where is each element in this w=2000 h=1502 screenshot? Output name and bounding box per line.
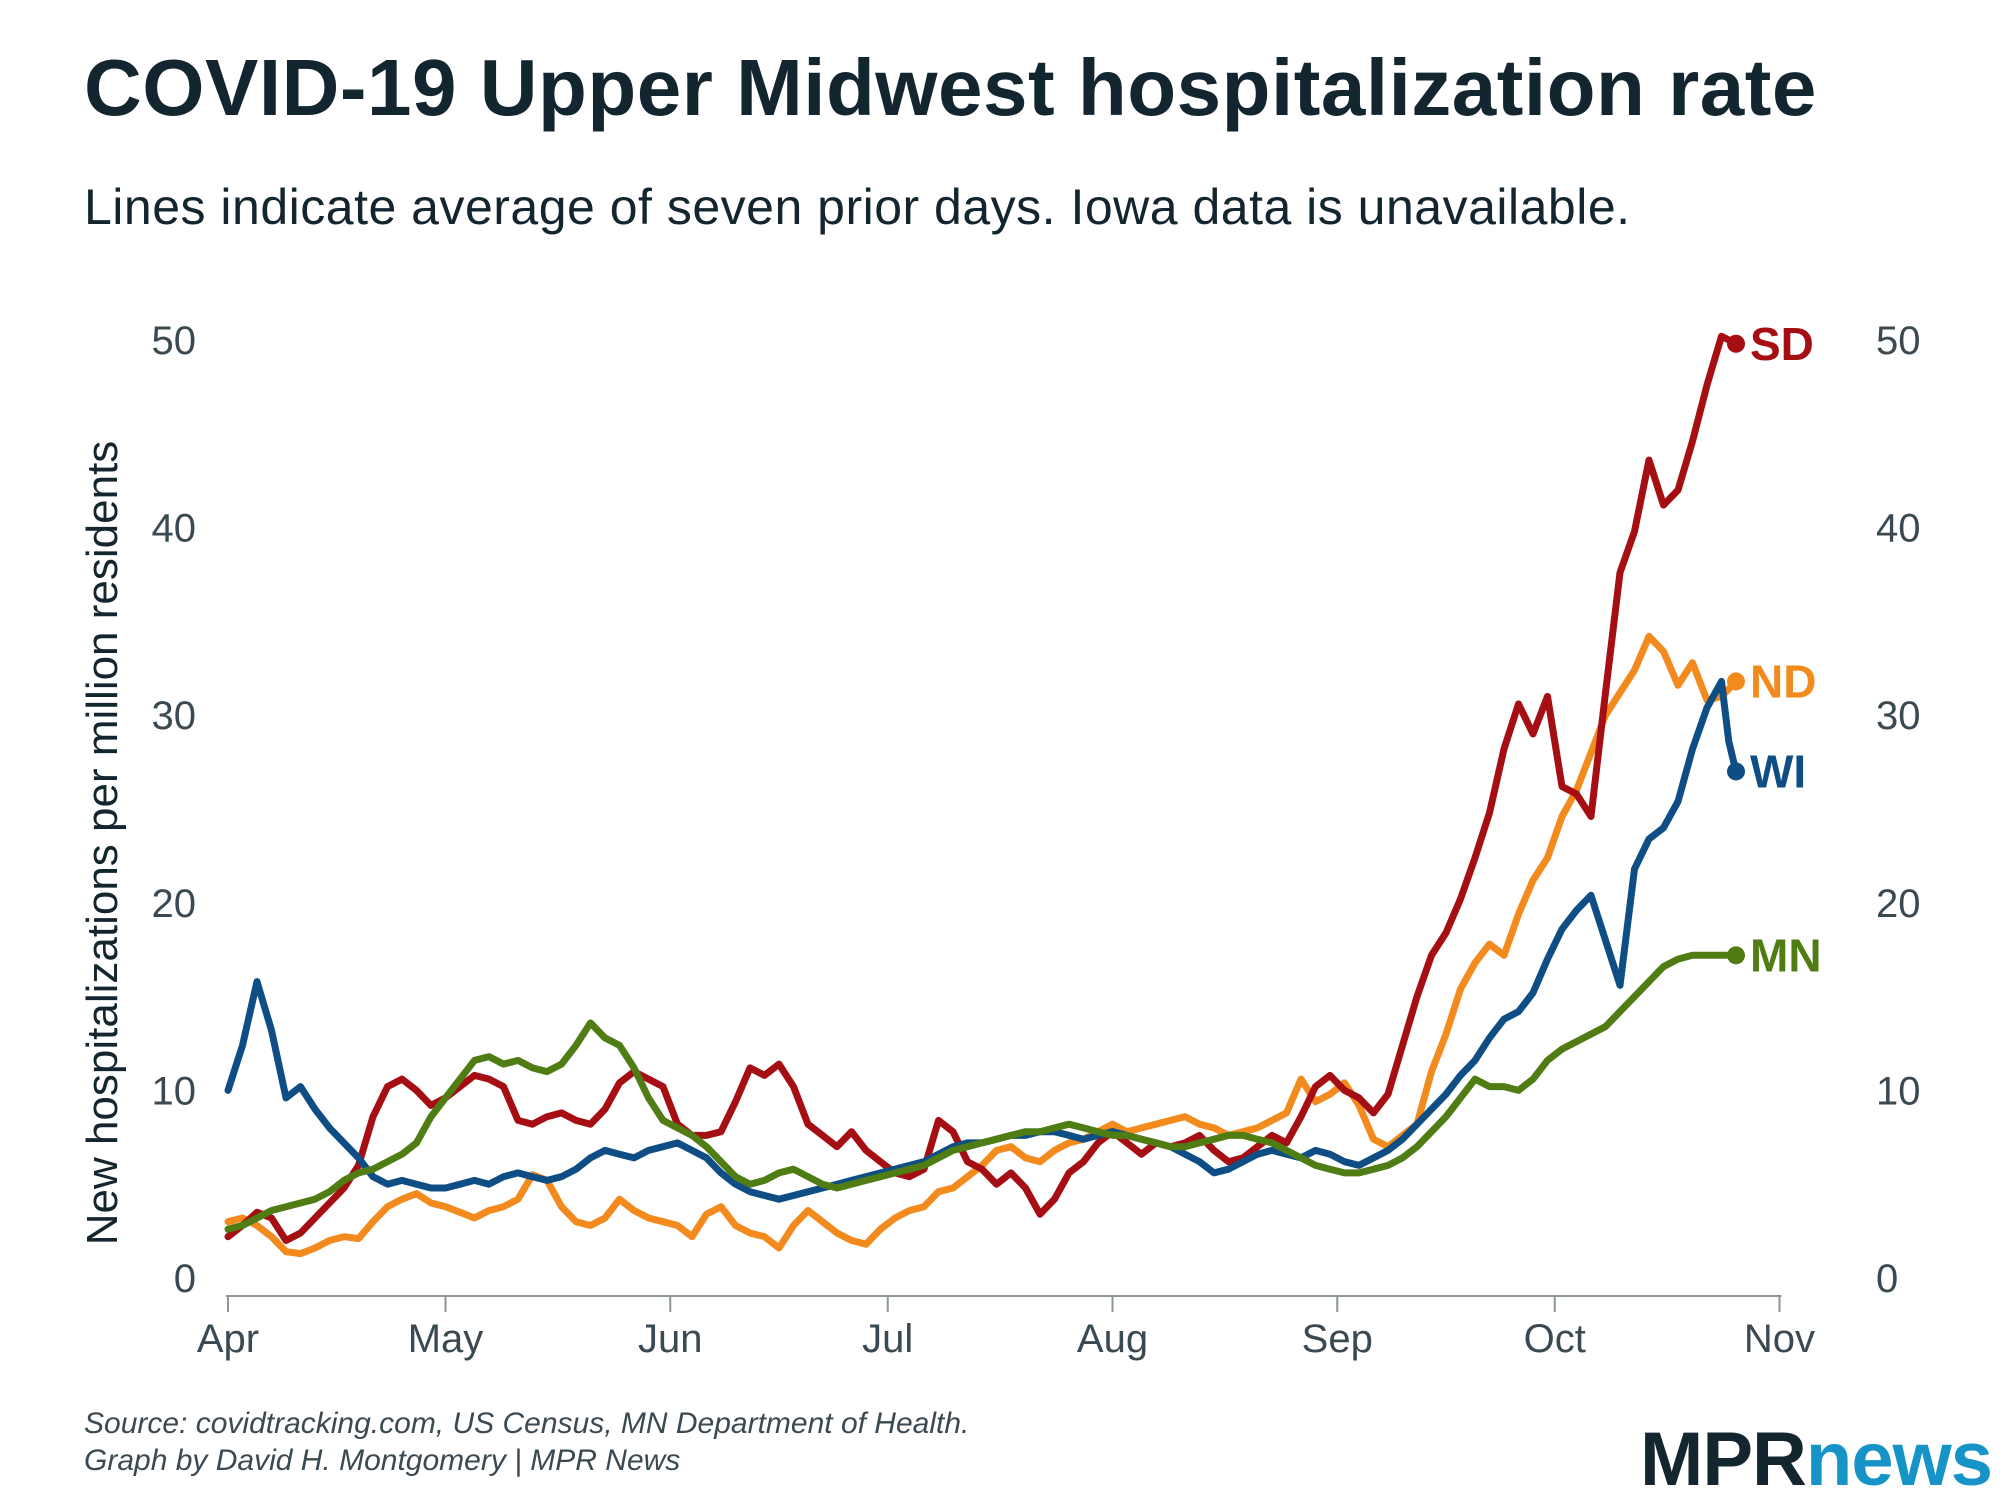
x-tick-label: Nov <box>1744 1317 1815 1361</box>
series-end-label-nd: ND <box>1750 655 1816 707</box>
source-note: Source: covidtracking.com, US Census, MN… <box>84 1405 969 1479</box>
series-line-sd <box>224 332 1740 1244</box>
x-axis: Apr May Jun Jul Aug Sep Oct Nov <box>197 1295 1815 1361</box>
y-tick-label-left: 10 <box>152 1069 197 1113</box>
mpr-news-logo: MPRnews <box>1640 1422 1993 1498</box>
series-end-dot-sd <box>1727 334 1745 353</box>
series-end-label-mn: MN <box>1750 929 1822 981</box>
y-tick-label-left: 50 <box>152 319 197 363</box>
y-tick-label-right: 50 <box>1876 319 1921 363</box>
y-axis-left: 0 10 20 30 40 50 <box>152 319 197 1301</box>
x-tick-label: Sep <box>1302 1317 1373 1361</box>
y-tick-label-right: 40 <box>1876 507 1921 551</box>
y-tick-label-left: 30 <box>152 694 197 738</box>
y-tick-label-left: 20 <box>152 882 197 926</box>
line-chart: 0 10 20 30 40 50 0 10 20 30 40 50 Apr May Jun Jul Aug S… <box>78 318 1921 1361</box>
x-tick-label: Jun <box>638 1317 703 1361</box>
chart-title: COVID-19 Upper Midwest hospitalization r… <box>84 43 1817 132</box>
x-tick-label: Apr <box>197 1317 259 1361</box>
y-tick-label-left: 40 <box>152 507 197 551</box>
x-tick-label: May <box>408 1317 484 1361</box>
series-line-mn <box>224 951 1740 1233</box>
y-tick-label-left: 0 <box>174 1257 196 1301</box>
y-tick-label-right: 20 <box>1876 882 1921 926</box>
chart-subtitle: Lines indicate average of seven prior da… <box>84 179 1631 235</box>
y-tick-label-right: 10 <box>1876 1069 1921 1113</box>
x-tick-label: Aug <box>1077 1317 1148 1361</box>
credit-line: Graph by David H. Montgomery | MPR News <box>84 1444 681 1477</box>
logo-mpr: MPR <box>1640 1417 1807 1502</box>
source-line: Source: covidtracking.com, US Census, MN… <box>84 1407 970 1440</box>
series-end-dot-mn <box>1727 946 1745 965</box>
series-end-dot-nd <box>1727 672 1745 691</box>
y-tick-label-right: 30 <box>1876 694 1921 738</box>
series-end-label-wi: WI <box>1750 745 1806 797</box>
x-tick-label: Jul <box>862 1317 913 1361</box>
y-axis-label: New hospitalizations per million residen… <box>78 441 127 1246</box>
y-tick-label-right: 0 <box>1876 1257 1898 1301</box>
series-layer: ND SD WI MN <box>224 318 1822 1258</box>
x-tick-label: Oct <box>1524 1317 1586 1361</box>
series-end-dot-wi <box>1727 762 1745 781</box>
y-axis-right: 0 10 20 30 40 50 <box>1876 319 1921 1301</box>
logo-news: news <box>1805 1417 1993 1502</box>
series-end-label-sd: SD <box>1750 318 1814 370</box>
